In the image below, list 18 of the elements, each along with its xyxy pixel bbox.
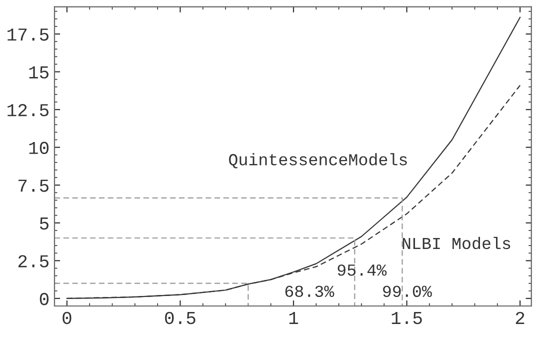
y-tick-label: 10 bbox=[29, 142, 49, 154]
y-tick-label: 7.5 bbox=[18, 180, 48, 192]
annotation: NLBI Models bbox=[402, 236, 510, 250]
y-tick-label: 2.5 bbox=[18, 255, 48, 268]
x-tick-label: 0.5 bbox=[165, 312, 196, 324]
annotation: 95.4% bbox=[338, 264, 387, 276]
x-tick-label: 1 bbox=[289, 312, 298, 324]
y-tick-label: 15 bbox=[29, 66, 48, 78]
x-tick-label: 1.5 bbox=[392, 312, 422, 324]
y-tick-label: 0 bbox=[40, 292, 49, 306]
y-tick-label: 12.5 bbox=[8, 104, 48, 116]
y-tick-label: 17.5 bbox=[8, 28, 48, 41]
x-tick-label: 2 bbox=[516, 312, 524, 324]
annotation: 68.3% bbox=[285, 286, 334, 298]
x-tick-label: 0 bbox=[62, 312, 72, 324]
y-tick-label: 5 bbox=[40, 218, 48, 230]
annotation: 99.0% bbox=[383, 286, 432, 298]
annotation: QuintessenceModels bbox=[229, 153, 407, 168]
